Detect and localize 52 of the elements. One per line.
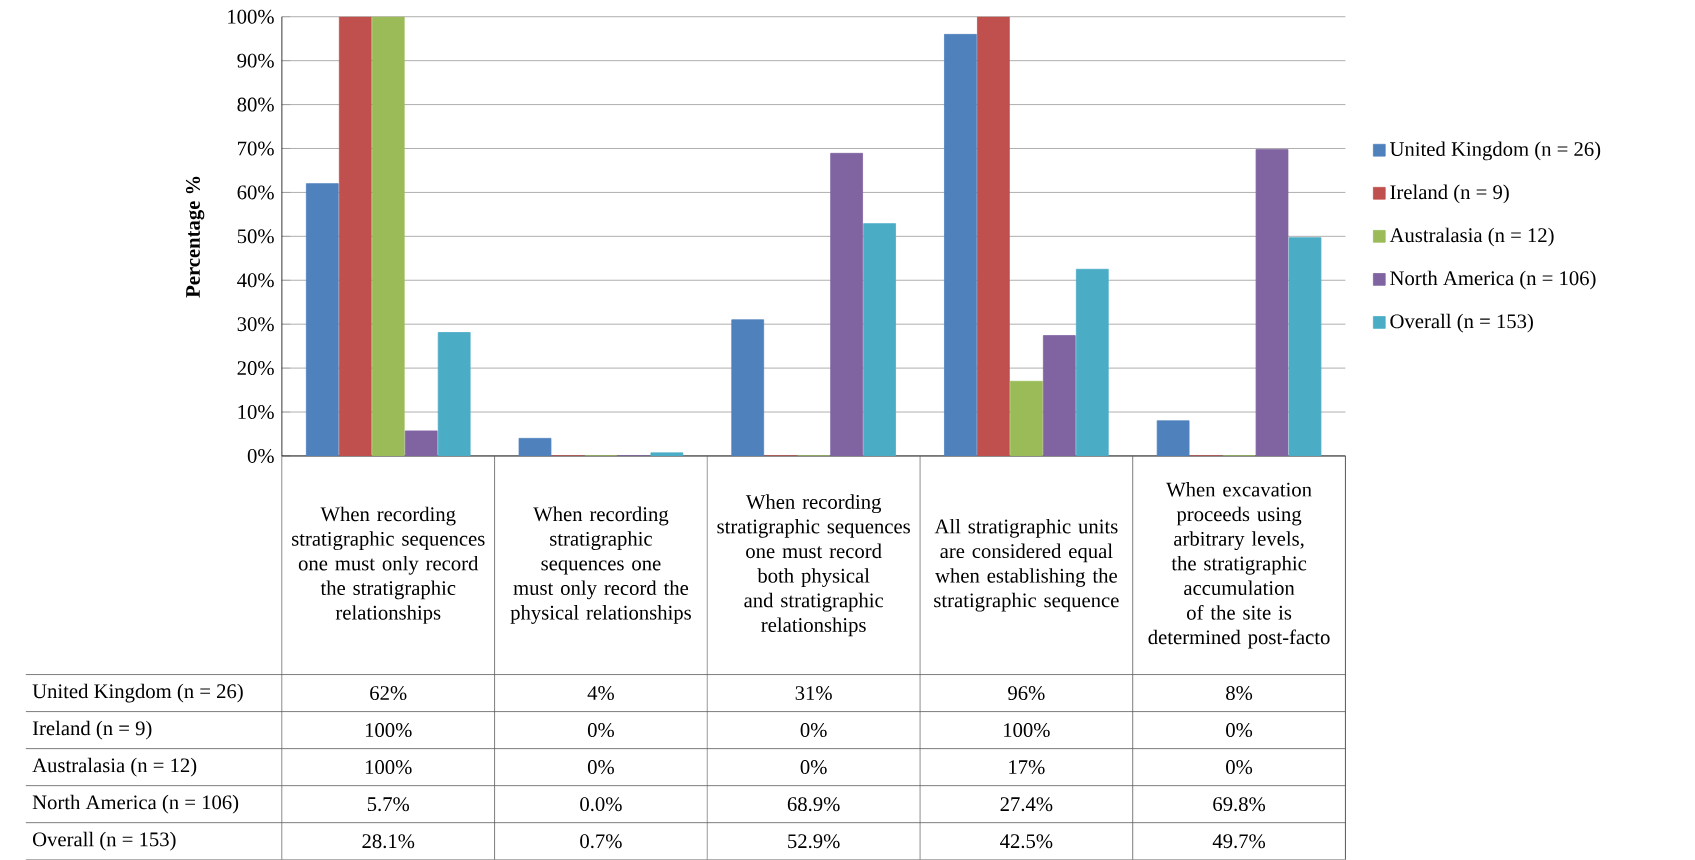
data-label: 0.0%: [580, 797, 622, 812]
data-label: 62%: [370, 686, 407, 701]
y-tick-label: 70%: [238, 141, 274, 156]
data-label: 0%: [800, 760, 827, 775]
data-label: 49.7%: [1212, 834, 1266, 849]
y-axis-title: Percentage %: [185, 176, 205, 298]
data-label: 0.7%: [580, 834, 622, 849]
data-label: 42.5%: [1000, 834, 1053, 849]
data-label: 31%: [795, 686, 832, 701]
text: North America (n = 106): [32, 794, 239, 814]
y-tick-label: 100%: [228, 9, 274, 24]
x-tick-label: When recording stratigraphic sequences one must record both physical and stratigraphic relationships: [717, 494, 910, 637]
data-label: 96%: [1008, 686, 1045, 701]
data-label: 0%: [587, 760, 614, 775]
x-tick-label: When recording stratigraphic sequences one must only record the stratigraphic relationships: [292, 506, 485, 624]
data-label: 100%: [365, 760, 412, 775]
legend-label: Overall (n = 153): [1390, 313, 1533, 333]
data-label: 0%: [1226, 723, 1253, 738]
data-label: 27.4%: [1000, 797, 1053, 812]
y-tick-label: 60%: [237, 185, 274, 200]
data-label: 52.9%: [788, 834, 840, 849]
y-tick-label: 0%: [247, 449, 274, 464]
x-tick-label: When recording stratigraphic sequences one must only record the physical relationships: [510, 506, 691, 625]
text: Ireland (n = 9): [32, 720, 152, 740]
data-label: 0%: [1226, 760, 1253, 775]
legend-label: Ireland (n = 9): [1390, 184, 1509, 204]
text: Australasia (n = 12): [32, 757, 197, 777]
data-label: 8%: [1226, 686, 1253, 701]
y-tick-label: 90%: [237, 53, 274, 68]
data-label: 17%: [1009, 760, 1045, 775]
text: Overall (n = 153): [32, 831, 176, 851]
legend-label: Australasia (n = 12): [1389, 227, 1554, 247]
data-label: 0%: [800, 723, 827, 738]
y-tick-label: 20%: [237, 361, 274, 376]
data-label: 69.8%: [1213, 797, 1266, 812]
data-label: 5.7%: [367, 797, 410, 812]
data-label: 68.9%: [787, 797, 840, 812]
x-tick-label: All stratigraphic units are considered equal when establishing the stratigraphic sequence: [934, 519, 1119, 612]
legend-label: North America (n = 106): [1390, 270, 1596, 290]
data-label: 4%: [587, 686, 614, 701]
y-tick-label: 10%: [238, 405, 274, 420]
y-tick-label: 30%: [237, 317, 274, 332]
x-tick-label: When excavation proceeds using arbitrary levels, the stratigraphic accumulation of the site is determined post-facto: [1148, 482, 1330, 649]
data-label: 100%: [1004, 723, 1050, 738]
y-tick-label: 50%: [237, 229, 274, 244]
data-label: 28.1%: [362, 834, 415, 849]
y-tick-label: 80%: [237, 97, 274, 112]
y-tick-label: 40%: [237, 273, 274, 288]
legend-label: United Kingdom (n = 26): [1389, 141, 1601, 161]
data-label: 100%: [365, 723, 412, 738]
data-label: 0%: [587, 723, 614, 738]
text: United Kingdom (n = 26): [32, 683, 243, 703]
